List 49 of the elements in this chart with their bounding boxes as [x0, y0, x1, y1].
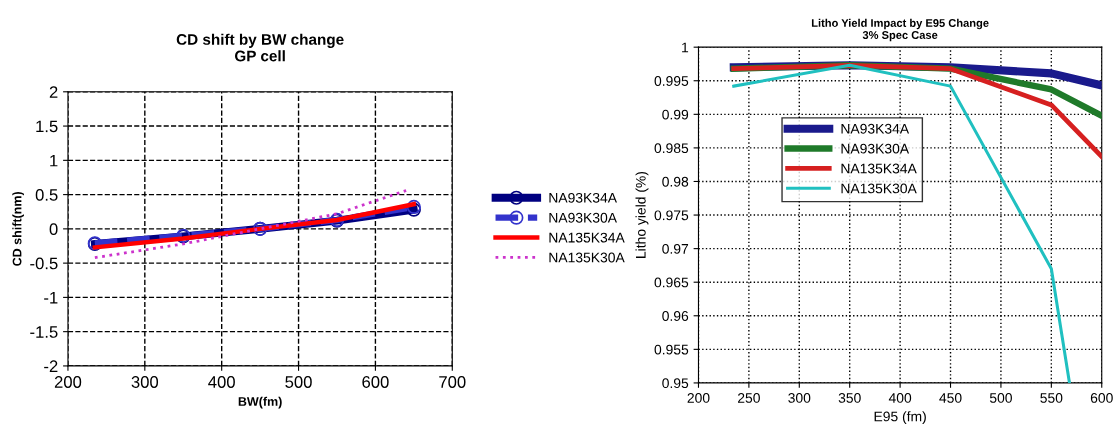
y-tick-label: 0.97	[662, 243, 689, 254]
x-tick-label: 500	[989, 393, 1012, 403]
x-tick-label: 550	[1040, 393, 1063, 403]
legend-label: NA135K34A	[549, 232, 625, 243]
y-tick-label: 2	[49, 86, 58, 98]
y-tick-label: 0.985	[654, 143, 689, 154]
x-tick-label: 200	[687, 393, 710, 403]
y-axis-title: CD shift(nm)	[12, 191, 24, 266]
x-tick-label: 500	[285, 376, 312, 388]
y-tick-label: 1	[682, 42, 689, 53]
y-tick-label: 0.5	[35, 189, 58, 201]
y-tick-label: -1.5	[30, 326, 58, 338]
x-tick-label: 300	[788, 393, 811, 403]
legend-label: NA135K30A	[549, 252, 625, 263]
y-tick-label: -2	[44, 360, 58, 372]
y-tick-label: 0.995	[654, 76, 689, 86]
x-tick-label: 700	[439, 376, 466, 388]
x-tick-label: 600	[1090, 393, 1113, 403]
y-tick-label: -1	[44, 291, 58, 304]
y-tick-label: 0.955	[654, 344, 689, 355]
legend-label: NA93K30A	[841, 143, 910, 154]
chart-title: Litho Yield Impact by E95 Change 3% Spec Case	[811, 18, 989, 42]
y-tick-label: 1	[50, 154, 58, 167]
y-tick-label: 0.98	[662, 176, 689, 187]
legend-label: NA135K34A	[841, 163, 917, 174]
x-axis-title: E95 (fm)	[874, 411, 926, 425]
legend-label: NA135K30A	[841, 183, 917, 194]
x-tick-label: 450	[939, 393, 962, 403]
x-tick-label: 600	[362, 376, 389, 388]
y-tick-label: 0	[49, 223, 58, 236]
x-tick-label: 250	[738, 393, 760, 403]
y-tick-label: 1.5	[36, 120, 58, 133]
chart-title: CD shift by BW change GP cell	[176, 33, 344, 62]
legend-label: NA93K34A	[549, 192, 617, 203]
y-tick-label: 0.99	[662, 109, 689, 120]
x-tick-label: 200	[54, 376, 82, 388]
x-tick-label: 350	[838, 393, 861, 403]
y-tick-label: 0.975	[654, 210, 689, 221]
x-axis-title: BW(fm)	[238, 396, 282, 409]
y-tick-label: -0.5	[30, 257, 58, 270]
x-tick-label: 400	[888, 393, 912, 403]
legend-label: NA93K30A	[549, 212, 617, 223]
y-axis-title: Litho yield (%)	[635, 171, 649, 258]
x-tick-label: 300	[131, 376, 159, 388]
y-tick-label: 0.965	[654, 277, 689, 288]
x-tick-label: 400	[208, 376, 235, 388]
legend-label: NA93K34A	[841, 123, 910, 134]
y-tick-label: 0.96	[662, 311, 689, 321]
y-tick-label: 0.95	[662, 378, 689, 389]
